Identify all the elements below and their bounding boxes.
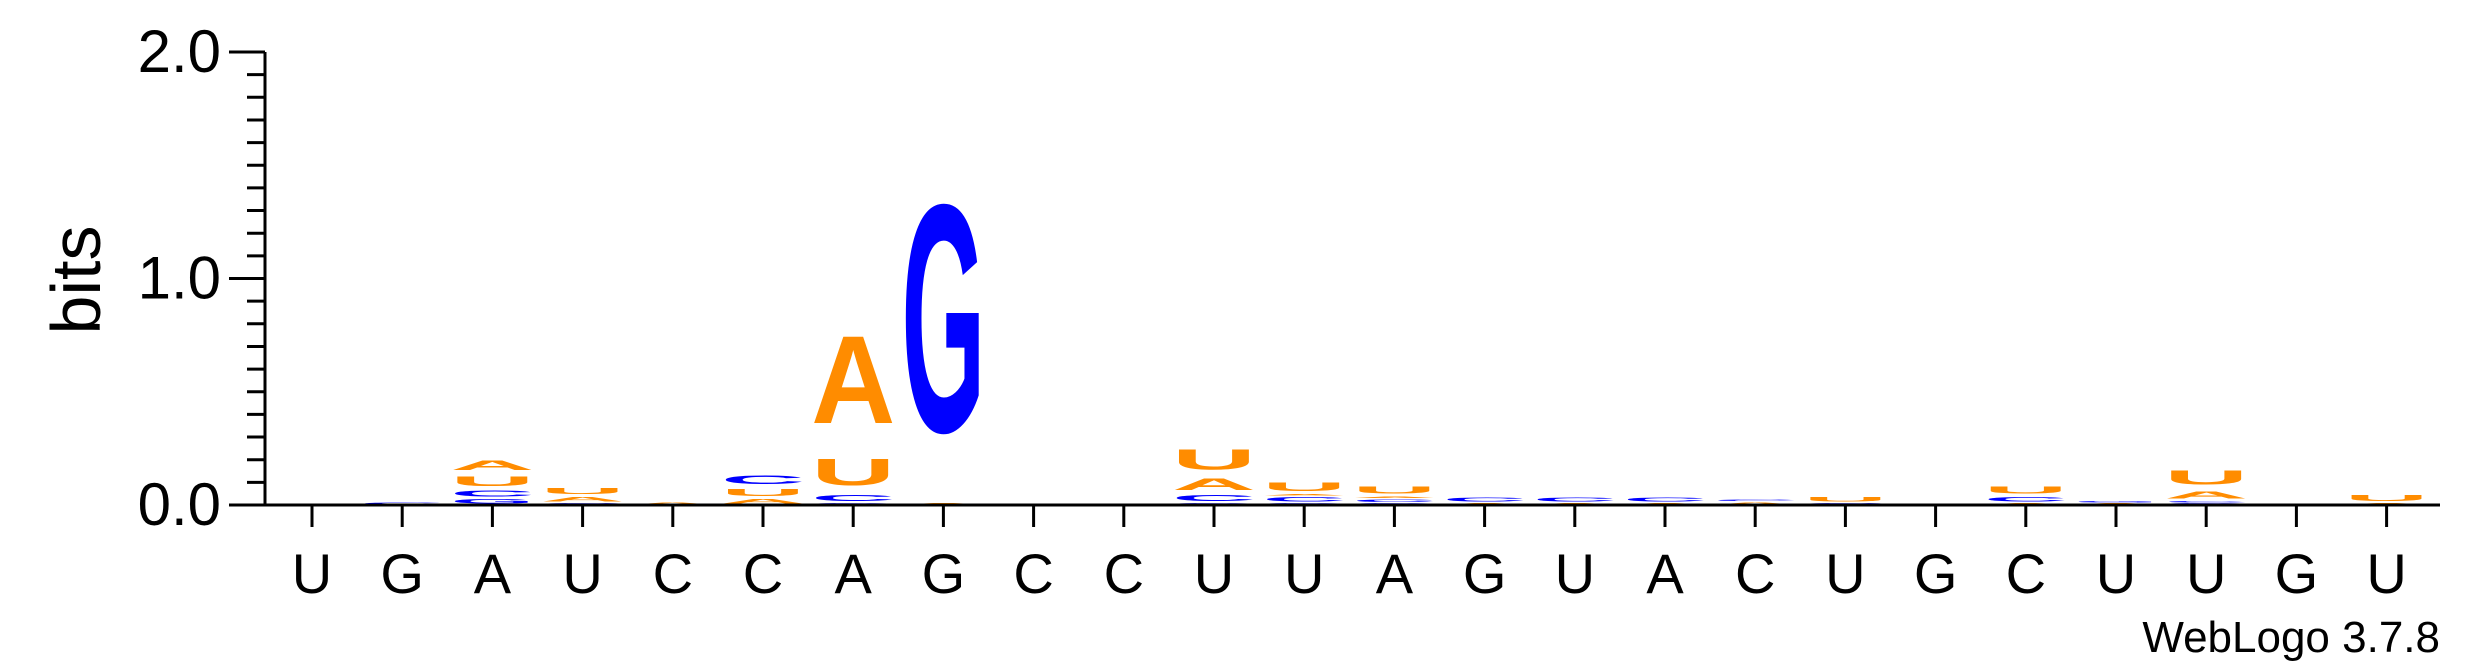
logo-letter-U: U xyxy=(811,451,895,494)
x-tick-label: U xyxy=(1555,542,1595,605)
x-tick-label: C xyxy=(1013,542,1053,605)
logo-letter-U: U xyxy=(1262,480,1346,494)
logo-letter-U: U xyxy=(2345,494,2429,503)
y-tick-label: 2.0 xyxy=(138,18,221,85)
x-tick-label: U xyxy=(1284,542,1324,605)
logo-letter-C: C xyxy=(1172,494,1256,503)
logo-letter-C: C xyxy=(450,489,534,498)
logo-letter-C: C xyxy=(721,473,805,487)
logo-letter-A: A xyxy=(2164,489,2248,500)
x-tick-label: G xyxy=(1914,542,1958,605)
y-axis-label: bits xyxy=(37,226,115,335)
letter-stacks: CGCUACAUAAUCGCUAAGGCAUGCAUGCAUACACACACCU… xyxy=(360,137,2428,505)
x-tick-label: A xyxy=(835,542,873,605)
x-tick-label: A xyxy=(474,542,512,605)
logo-letter-C: C xyxy=(1533,497,1617,503)
x-tick-label: A xyxy=(1646,542,1684,605)
logo-letter-A: A xyxy=(811,310,895,450)
logo-letter-G: G xyxy=(901,137,985,501)
logo-letter-U: U xyxy=(1803,496,1887,503)
y-tick-label: 1.0 xyxy=(138,245,221,312)
x-tick-label: C xyxy=(2006,542,2046,605)
x-tick-label: G xyxy=(380,542,424,605)
logo-letter-C: C xyxy=(1443,497,1527,503)
x-tick-label: G xyxy=(922,542,966,605)
logo-letter-C: C xyxy=(1262,496,1346,503)
x-tick-label: U xyxy=(1825,542,1865,605)
y-tick-label: 0.0 xyxy=(138,471,221,538)
x-tick-label: G xyxy=(2275,542,2319,605)
logo-letter-A: A xyxy=(1262,494,1346,496)
logo-letter-C: C xyxy=(811,494,895,503)
logo-letter-C: C xyxy=(1623,497,1707,503)
logo-letter-U: U xyxy=(1984,485,2068,496)
logo-letter-C: C xyxy=(1713,499,1797,501)
x-tick-label: U xyxy=(562,542,602,605)
weblogo-credit: WebLogo 3.7.8 xyxy=(2142,613,2440,662)
logo-letter-U: U xyxy=(1172,444,1256,476)
logo-letter-U: U xyxy=(1352,485,1436,496)
logo-letter-C: C xyxy=(1984,496,2068,503)
logo-letter-A: A xyxy=(541,496,625,503)
logo-letter-G: G xyxy=(2074,500,2158,502)
logo-letter-U: U xyxy=(450,473,534,489)
logo-letter-U: U xyxy=(721,487,805,498)
x-tick-label: C xyxy=(743,542,783,605)
x-tick-label: C xyxy=(1104,542,1144,605)
x-tick-label: G xyxy=(1463,542,1507,605)
x-tick-label: U xyxy=(2186,542,2226,605)
x-tick-label: A xyxy=(1376,542,1414,605)
y-ticks: 0.0 1.0 2.0 xyxy=(138,18,265,538)
logo-letter-U: U xyxy=(541,487,625,496)
x-tick-label: U xyxy=(2096,542,2136,605)
x-tick-label: C xyxy=(1735,542,1775,605)
x-tick-label: C xyxy=(653,542,693,605)
x-tick-label: U xyxy=(2366,542,2406,605)
logo-letter-C: C xyxy=(2164,500,2248,502)
logo-letter-U: U xyxy=(2164,466,2248,489)
logo-letter-C: C xyxy=(1352,498,1436,502)
x-tick-label: U xyxy=(292,542,332,605)
logo-letter-A: A xyxy=(1352,496,1436,498)
logo-letter-A: A xyxy=(450,457,534,473)
logo-letter-A: A xyxy=(1172,476,1256,494)
x-tick-label: U xyxy=(1194,542,1234,605)
